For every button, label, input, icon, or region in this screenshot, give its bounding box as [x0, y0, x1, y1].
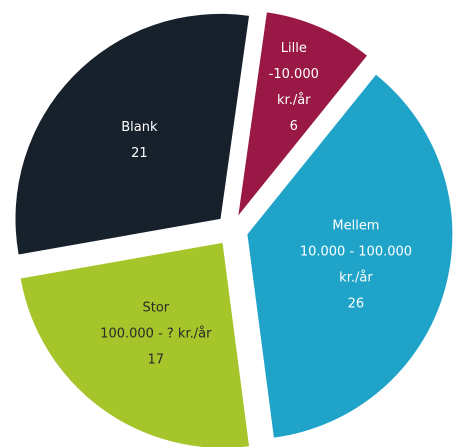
slice-label: Stor [142, 300, 169, 315]
slice-label: Mellem [332, 218, 379, 233]
slice-label: kr./år [339, 270, 373, 285]
slice-label: -10.000 [269, 67, 319, 82]
slice-label: 100.000 - ? kr./år [100, 326, 212, 341]
slice-value: 26 [348, 296, 365, 311]
slice-label: kr./år [277, 93, 311, 108]
pie-slice [247, 74, 453, 438]
slice-label: 10.000 - 100.000 [300, 244, 412, 259]
pie-slice [238, 12, 367, 216]
slice-value: 21 [131, 146, 148, 161]
slice-value: 6 [290, 119, 298, 134]
slice-value: 17 [148, 352, 165, 367]
slice-label: Blank [121, 120, 158, 135]
pie-slice [20, 242, 250, 447]
pie-slice [15, 13, 250, 255]
slice-label: Lille [281, 41, 307, 56]
